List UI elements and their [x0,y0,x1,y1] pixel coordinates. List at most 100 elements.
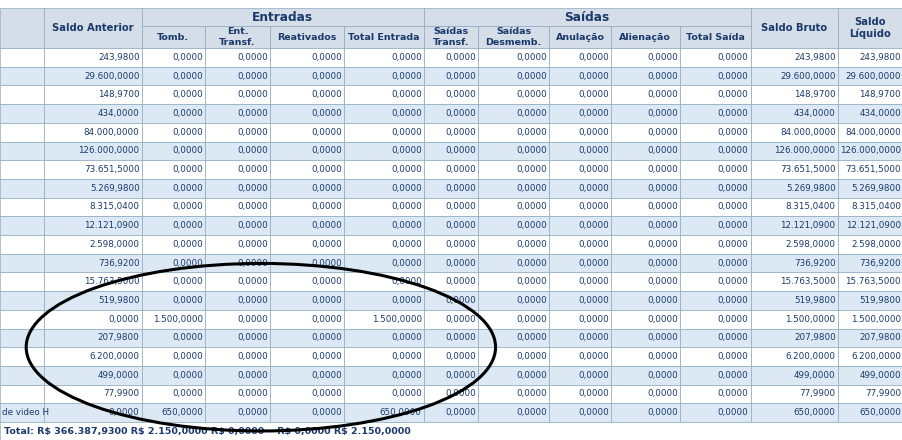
Bar [679,26,750,48]
Text: 0,0000: 0,0000 [391,221,421,230]
Bar [750,385,837,403]
Bar [205,235,270,254]
Bar [548,254,611,272]
Text: 0,0000: 0,0000 [516,334,547,342]
Bar [837,67,902,85]
Bar [750,235,837,254]
Bar [679,385,750,403]
Text: 0,0000: 0,0000 [172,165,203,174]
Text: 0,0000: 0,0000 [445,408,475,417]
Text: 0,0000: 0,0000 [311,296,342,305]
Bar [142,272,205,291]
Bar [837,291,902,310]
Bar [611,385,679,403]
Text: 0,0000: 0,0000 [237,147,268,155]
Bar [142,104,205,123]
Text: 0,0000: 0,0000 [172,221,203,230]
Bar [679,179,750,198]
Text: 15.763,5000: 15.763,5000 [779,277,834,286]
Text: Saídas
Desmemb.: Saídas Desmemb. [485,27,541,47]
Bar [142,26,205,48]
Text: 0,0000: 0,0000 [717,90,748,99]
Bar [142,329,205,347]
Text: 0,0000: 0,0000 [172,296,203,305]
Text: 434,0000: 434,0000 [793,109,834,118]
Text: 2.598,0000: 2.598,0000 [785,240,834,249]
Bar [43,198,142,216]
Bar [344,347,423,366]
Text: 0,0000: 0,0000 [445,72,475,81]
Text: 0,0000: 0,0000 [237,184,268,193]
Bar [270,366,344,385]
Text: 0,0000: 0,0000 [391,277,421,286]
Text: Anulação: Anulação [555,33,603,41]
Text: 0,0000: 0,0000 [577,389,609,399]
Text: 12.121,0900: 12.121,0900 [845,221,900,230]
Text: Saldo Anterior: Saldo Anterior [51,23,133,33]
Text: 0,0000: 0,0000 [391,128,421,137]
Text: 0,0000: 0,0000 [237,277,268,286]
Bar [611,291,679,310]
Bar [837,235,902,254]
Text: 0,0000: 0,0000 [391,72,421,81]
Bar [611,272,679,291]
Text: 0,0000: 0,0000 [646,90,676,99]
Bar [142,235,205,254]
Bar [611,48,679,67]
Bar [423,48,478,67]
Text: 1.500,0000: 1.500,0000 [785,315,834,324]
Text: 0,0000: 0,0000 [516,315,547,324]
Bar [43,85,142,104]
Text: 0,0000: 0,0000 [172,109,203,118]
Text: 0,0000: 0,0000 [646,53,676,62]
Text: 0,0000: 0,0000 [577,147,609,155]
Text: 0,0000: 0,0000 [577,221,609,230]
Text: Saídas: Saídas [564,11,609,23]
Bar [423,198,478,216]
Text: 0,0000: 0,0000 [311,240,342,249]
Text: 0,0000: 0,0000 [717,240,748,249]
Bar [679,403,750,422]
Bar [344,26,423,48]
Bar [478,272,548,291]
Bar [611,142,679,160]
Text: 499,0000: 499,0000 [98,371,140,380]
Bar [478,142,548,160]
Bar [679,235,750,254]
Text: 29.600,0000: 29.600,0000 [844,72,900,81]
Text: Alienação: Alienação [619,33,670,41]
Bar [205,48,270,67]
Text: 0,0000: 0,0000 [717,389,748,399]
Bar [205,347,270,366]
Text: 0,0000: 0,0000 [391,259,421,268]
Bar [837,142,902,160]
Bar [478,179,548,198]
Text: 2.598,0000: 2.598,0000 [89,240,140,249]
Text: 0,0000: 0,0000 [172,147,203,155]
Text: 0,0000: 0,0000 [577,334,609,342]
Bar [611,310,679,329]
Bar [478,216,548,235]
Text: 736,9200: 736,9200 [793,259,834,268]
Text: 0,0000: 0,0000 [311,202,342,212]
Text: 0,0000: 0,0000 [391,109,421,118]
Text: 207,9800: 207,9800 [793,334,834,342]
Bar [270,48,344,67]
Text: 0,0000: 0,0000 [311,371,342,380]
Text: 0,0000: 0,0000 [445,202,475,212]
Bar [142,216,205,235]
Text: 0,0000: 0,0000 [516,184,547,193]
Bar [43,179,142,198]
Bar [679,67,750,85]
Bar [142,291,205,310]
Bar [0,347,43,366]
Bar [142,160,205,179]
Bar [423,254,478,272]
Bar [423,291,478,310]
Text: 0,0000: 0,0000 [109,315,140,324]
Bar [423,329,478,347]
Bar [344,235,423,254]
Bar [205,329,270,347]
Bar [611,67,679,85]
Text: Total Entrada: Total Entrada [348,33,419,41]
